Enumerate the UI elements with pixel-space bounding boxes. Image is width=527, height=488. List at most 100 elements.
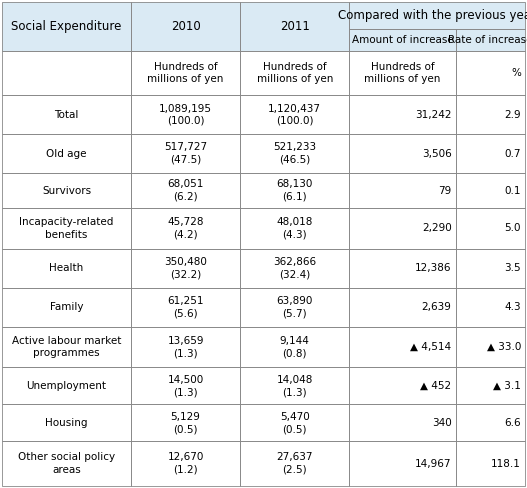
- Text: Total: Total: [54, 110, 79, 120]
- Bar: [131, 208, 240, 249]
- Text: ▲ 452: ▲ 452: [421, 381, 452, 391]
- Bar: [2, 405, 131, 441]
- Text: 2011: 2011: [280, 20, 310, 33]
- Bar: [131, 441, 240, 486]
- Bar: [455, 29, 525, 51]
- Bar: [240, 208, 349, 249]
- Text: Hundreds of
millions of yen: Hundreds of millions of yen: [148, 62, 224, 84]
- Bar: [455, 95, 525, 134]
- Bar: [349, 367, 455, 405]
- Text: 0.7: 0.7: [504, 149, 521, 159]
- Bar: [2, 134, 131, 173]
- Text: 517,727
(47.5): 517,727 (47.5): [164, 142, 207, 165]
- Bar: [349, 367, 455, 405]
- Bar: [349, 2, 525, 29]
- Text: 1,089,195
(100.0): 1,089,195 (100.0): [159, 103, 212, 126]
- Bar: [240, 249, 349, 288]
- Text: 5.0: 5.0: [504, 224, 521, 233]
- Text: 14,967: 14,967: [415, 459, 452, 468]
- Bar: [349, 134, 455, 173]
- Text: ▲ 33.0: ▲ 33.0: [486, 342, 521, 352]
- Bar: [240, 173, 349, 208]
- Bar: [349, 95, 455, 134]
- Text: 61,251
(5.6): 61,251 (5.6): [168, 296, 204, 318]
- Bar: [455, 405, 525, 441]
- Text: ▲ 3.1: ▲ 3.1: [493, 381, 521, 391]
- Bar: [131, 249, 240, 288]
- Bar: [240, 367, 349, 405]
- Bar: [455, 249, 525, 288]
- Bar: [349, 29, 455, 51]
- Bar: [349, 288, 455, 326]
- Bar: [455, 405, 525, 441]
- Bar: [455, 208, 525, 249]
- Bar: [455, 441, 525, 486]
- Bar: [349, 405, 455, 441]
- Bar: [131, 208, 240, 249]
- Text: Social Expenditure: Social Expenditure: [11, 20, 122, 33]
- Text: Family: Family: [50, 302, 83, 312]
- Bar: [455, 288, 525, 326]
- Bar: [2, 441, 131, 486]
- Bar: [2, 249, 131, 288]
- Bar: [131, 2, 240, 51]
- Text: Rate of increase: Rate of increase: [448, 35, 527, 45]
- Bar: [455, 208, 525, 249]
- Text: 2.9: 2.9: [504, 110, 521, 120]
- Bar: [455, 51, 525, 95]
- Text: Unemployment: Unemployment: [26, 381, 106, 391]
- Bar: [455, 95, 525, 134]
- Text: 1,120,437
(100.0): 1,120,437 (100.0): [268, 103, 321, 126]
- Bar: [240, 51, 349, 95]
- Bar: [131, 367, 240, 405]
- Text: 521,233
(46.5): 521,233 (46.5): [273, 142, 316, 165]
- Text: 68,051
(6.2): 68,051 (6.2): [168, 180, 204, 202]
- Bar: [2, 173, 131, 208]
- Bar: [131, 134, 240, 173]
- Text: Old age: Old age: [46, 149, 87, 159]
- Text: 5,129
(0.5): 5,129 (0.5): [171, 411, 201, 434]
- Text: ▲ 4,514: ▲ 4,514: [411, 342, 452, 352]
- Text: 340: 340: [432, 418, 452, 428]
- Bar: [131, 326, 240, 367]
- Bar: [131, 95, 240, 134]
- Bar: [240, 288, 349, 326]
- Bar: [349, 249, 455, 288]
- Bar: [455, 249, 525, 288]
- Text: 5,470
(0.5): 5,470 (0.5): [280, 411, 310, 434]
- Bar: [240, 173, 349, 208]
- Text: Other social policy
areas: Other social policy areas: [18, 452, 115, 475]
- Bar: [2, 326, 131, 367]
- Text: 48,018
(4.3): 48,018 (4.3): [277, 217, 313, 240]
- Bar: [2, 405, 131, 441]
- Bar: [240, 134, 349, 173]
- Bar: [131, 2, 240, 51]
- Bar: [349, 208, 455, 249]
- Bar: [240, 405, 349, 441]
- Bar: [240, 95, 349, 134]
- Text: Hundreds of
millions of yen: Hundreds of millions of yen: [257, 62, 333, 84]
- Bar: [455, 173, 525, 208]
- Bar: [240, 326, 349, 367]
- Bar: [2, 441, 131, 486]
- Bar: [131, 51, 240, 95]
- Bar: [349, 173, 455, 208]
- Text: Amount of increase: Amount of increase: [352, 35, 453, 45]
- Text: Incapacity-related
benefits: Incapacity-related benefits: [19, 217, 114, 240]
- Bar: [349, 134, 455, 173]
- Bar: [2, 2, 131, 51]
- Bar: [349, 405, 455, 441]
- Bar: [2, 208, 131, 249]
- Text: Health: Health: [50, 264, 84, 273]
- Bar: [2, 208, 131, 249]
- Text: Housing: Housing: [45, 418, 88, 428]
- Bar: [131, 51, 240, 95]
- Bar: [455, 134, 525, 173]
- Bar: [349, 441, 455, 486]
- Text: Hundreds of
millions of yen: Hundreds of millions of yen: [364, 62, 441, 84]
- Bar: [2, 95, 131, 134]
- Bar: [240, 134, 349, 173]
- Bar: [240, 326, 349, 367]
- Text: 118.1: 118.1: [491, 459, 521, 468]
- Text: 12,670
(1.2): 12,670 (1.2): [168, 452, 204, 475]
